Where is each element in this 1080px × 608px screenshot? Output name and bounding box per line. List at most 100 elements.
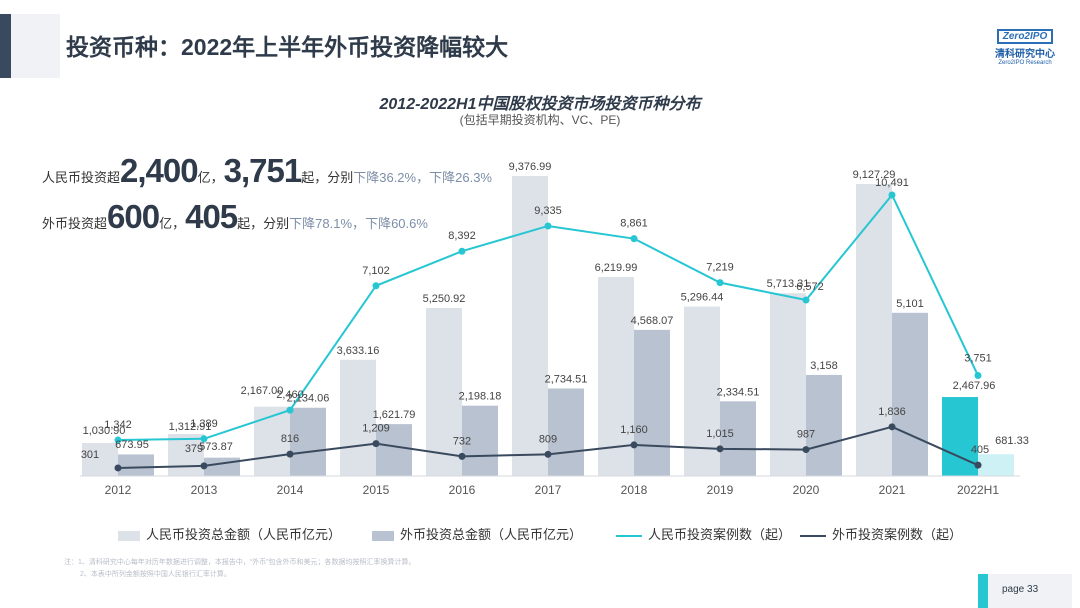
fx-change1: 下降78.1%	[289, 216, 353, 231]
label-fx-count: 809	[539, 433, 557, 445]
x-tick-label: 2013	[191, 483, 218, 497]
bar-rmb-amount	[82, 443, 118, 476]
bar-rmb-amount	[254, 406, 290, 476]
point-rmb-count	[802, 296, 810, 304]
logo-en-text: Zero2IPO Research	[998, 60, 1052, 66]
rmb-unit2: 起，分别	[301, 170, 354, 185]
bar-rmb-amount	[770, 293, 806, 476]
legend-swatch-fx-count	[800, 534, 826, 537]
rmb-count: 3,751	[223, 152, 303, 189]
label-fx-count: 405	[971, 444, 989, 456]
fx-amount: 600	[107, 198, 160, 235]
label-fx-count: 1,209	[362, 423, 390, 435]
chart-subtitle: (包括早期投资机构、VC、PE)	[459, 113, 621, 127]
label-rmb-amount: 2,167.00	[241, 385, 284, 397]
label-fx-count: 1,836	[878, 406, 906, 418]
label-fx-amount: 2,734.51	[545, 374, 588, 386]
page-title: 投资币种：2022年上半年外币投资降幅较大	[66, 34, 509, 60]
point-fx-count	[286, 450, 294, 458]
point-fx-count	[974, 461, 982, 469]
point-rmb-count	[372, 282, 380, 290]
point-fx-count	[372, 440, 380, 448]
fx-unit1: 亿，	[159, 216, 186, 231]
point-fx-count	[888, 423, 896, 431]
point-fx-count	[200, 462, 208, 470]
legend-swatch-rmb-count	[616, 534, 642, 537]
fx-unit2: 起，分别	[237, 216, 290, 231]
x-tick-label: 2014	[277, 483, 304, 497]
footnote-line-1: 注：1、清科研究中心每年对历年数据进行调整，本报告中，“外币”包含外币和美元；各…	[64, 559, 416, 566]
bar-rmb-amount	[684, 306, 720, 476]
label-fx-amount: 3,158	[810, 360, 838, 372]
fx-stat-prefix: 外币投资超	[42, 216, 108, 231]
legend-rmb-amount: 人民币投资总金额（人民币亿元）	[118, 524, 341, 543]
bar-rmb-amount	[168, 433, 204, 476]
bar-fx-amount	[204, 457, 240, 476]
x-tick-label: 2018	[621, 483, 648, 497]
label-rmb-amount: 3,633.16	[337, 345, 380, 357]
point-rmb-count	[200, 435, 208, 443]
bar-fx-amount	[376, 424, 412, 476]
label-fx-count: 1,015	[706, 428, 734, 440]
bar-fx-amount	[978, 454, 1014, 476]
label-rmb-amount: 6,219.99	[595, 262, 638, 274]
point-fx-count	[630, 441, 638, 449]
label-rmb-count: 1,389	[190, 418, 218, 430]
label-rmb-count: 8,861	[620, 218, 648, 230]
label-fx-count: 987	[797, 429, 815, 441]
title-accent-block	[0, 14, 60, 78]
legend-label-fx-amount: 外币投资总金额（人民币亿元）	[400, 527, 583, 542]
point-rmb-count	[630, 235, 638, 243]
bar-fx-amount	[290, 407, 326, 476]
label-rmb-amount: 1,312.91	[169, 421, 212, 433]
rmb-sep: ，	[416, 170, 430, 185]
bar-rmb-amount	[340, 359, 376, 476]
point-rmb-count	[286, 406, 294, 414]
label-fx-amount: 673.95	[115, 439, 149, 451]
point-rmb-count	[458, 247, 466, 255]
point-fx-count	[716, 445, 724, 453]
label-rmb-amount: 5,250.92	[423, 293, 466, 305]
fx-count: 405	[185, 198, 238, 235]
label-fx-amount: 2,334.51	[717, 386, 760, 398]
label-rmb-count: 2,460	[276, 389, 304, 401]
x-tick-label: 2017	[535, 483, 562, 497]
label-rmb-amount: 1,030.90	[83, 425, 126, 437]
bar-fx-amount	[806, 374, 842, 476]
bar-fx-amount	[634, 329, 670, 476]
label-rmb-amount: 5,713.31	[767, 278, 810, 290]
label-rmb-amount: 9,376.99	[509, 161, 552, 173]
x-tick-label: 2012	[105, 483, 132, 497]
rmb-stat-line: 人民币投资超2,400亿，3,751起，分别下降36.2%，下降26.3%	[42, 152, 492, 190]
label-fx-amount: 573.87	[199, 441, 233, 453]
bar-fx-amount	[118, 454, 154, 476]
legend-fx-count: 外币投资案例数（起）	[800, 524, 962, 543]
footnote-line-2: 2、本表中所列金额按照中国人民银行汇率计算。	[80, 571, 231, 578]
bar-rmb-amount	[426, 308, 462, 476]
label-fx-amount: 2,198.18	[459, 391, 502, 403]
bar-fx-amount	[462, 405, 498, 476]
point-fx-count	[802, 446, 810, 454]
point-rmb-count	[974, 372, 982, 380]
label-rmb-count: 10,491	[875, 177, 909, 189]
bar-fx-amount	[892, 312, 928, 476]
label-fx-count: 379	[185, 443, 203, 455]
x-tick-label: 2020	[793, 483, 820, 497]
label-fx-amount: 4,568.07	[631, 315, 674, 327]
x-tick-label: 2019	[707, 483, 734, 497]
label-rmb-count: 3,751	[964, 353, 992, 365]
fx-sep: ，	[352, 216, 366, 231]
label-rmb-count: 6,572	[796, 281, 824, 293]
point-rmb-count	[716, 279, 724, 287]
legend-label-rmb-amount: 人民币投资总金额（人民币亿元）	[146, 527, 342, 542]
bar-fx-amount	[548, 388, 584, 476]
title-accent-bar	[0, 14, 11, 78]
label-fx-amount: 2,134.06	[287, 393, 330, 405]
legend-rmb-count: 人民币投资案例数（起）	[616, 524, 791, 543]
x-tick-label: 2015	[363, 483, 390, 497]
rmb-change2: 下降26.3%	[429, 170, 492, 185]
x-tick-label: 2022H1	[957, 483, 999, 497]
bar-rmb-amount	[598, 277, 634, 476]
label-rmb-count: 1,342	[104, 419, 132, 431]
